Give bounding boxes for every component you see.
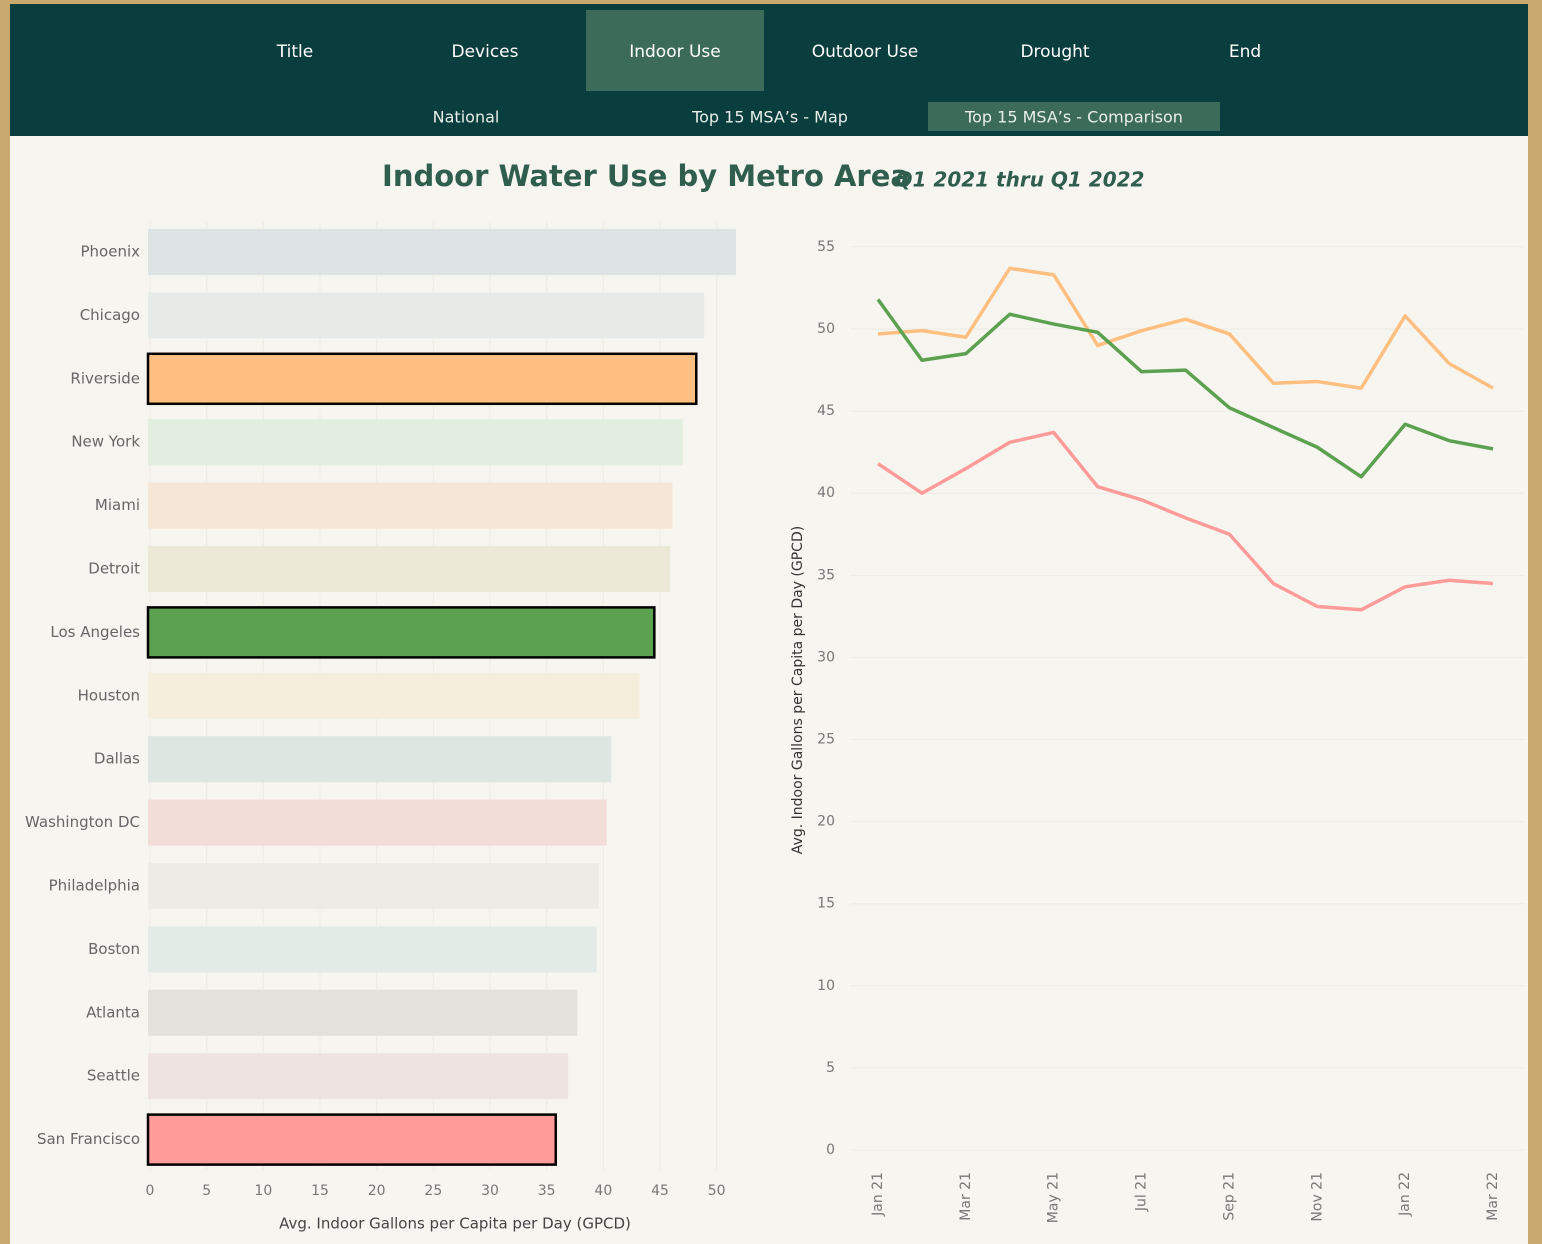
nav-subtab[interactable]: Top 15 MSA’s - Map (691, 108, 848, 127)
y-tick-label: 5 (826, 1060, 835, 1076)
y-tick-label: 40 (817, 485, 835, 501)
bar (148, 863, 599, 909)
y-tick-label: 50 (817, 321, 835, 337)
category-label: Riverside (70, 369, 140, 387)
bar (148, 482, 673, 529)
x-tick-label: Mar 21 (958, 1172, 974, 1221)
bar (148, 292, 705, 339)
title: Indoor Water Use by Metro Area (382, 159, 910, 193)
nav-subtab[interactable]: Top 15 MSA’s - Comparison (964, 108, 1183, 127)
bar (146, 606, 656, 659)
x-tick-label: 45 (651, 1183, 669, 1199)
y-tick-label: 25 (817, 732, 835, 748)
nav-tab[interactable]: Devices (452, 42, 519, 62)
nav-bar (10, 4, 1528, 136)
y-tick-label: 55 (817, 239, 835, 255)
bar (148, 672, 640, 719)
nav-tab[interactable]: Indoor Use (629, 42, 721, 62)
subtitle: Q1 2021 thru Q1 2022 (896, 168, 1145, 192)
x-tick-label: Jan 21 (870, 1172, 886, 1217)
bar (146, 352, 698, 406)
x-tick-label: 0 (146, 1183, 155, 1199)
y-tick-label: 35 (817, 567, 835, 583)
x-tick-label: 50 (708, 1183, 726, 1199)
x-tick-label: Sep 21 (1221, 1172, 1237, 1221)
x-tick-label: Jul 21 (1134, 1172, 1150, 1212)
category-label: Dallas (94, 750, 140, 768)
y-tick-label: 20 (817, 814, 835, 830)
bar (148, 989, 578, 1036)
bar (148, 926, 597, 973)
x-tick-label: 25 (424, 1183, 442, 1199)
y-tick-label: 10 (817, 978, 835, 994)
category-label: Seattle (87, 1067, 140, 1085)
bar (148, 799, 607, 846)
nav-tab[interactable]: Drought (1020, 42, 1089, 62)
category-label: New York (71, 433, 140, 451)
category-label: Chicago (80, 306, 140, 324)
x-tick-label: May 21 (1046, 1172, 1062, 1223)
bar (148, 229, 736, 275)
bar (148, 546, 671, 592)
y-tick-label: 45 (817, 403, 835, 419)
bar (146, 1113, 557, 1166)
category-label: Boston (88, 940, 140, 958)
category-label: Washington DC (25, 813, 140, 831)
y-tick-label: 30 (817, 649, 835, 665)
category-label: Detroit (88, 560, 140, 578)
x-tick-label: Mar 22 (1485, 1172, 1501, 1221)
series-line (877, 266, 1494, 390)
x-tick-label: 40 (594, 1183, 612, 1199)
bar (148, 419, 683, 466)
x-tick-label: 30 (481, 1183, 499, 1199)
x-tick-label: 5 (202, 1183, 211, 1199)
nav-tab[interactable]: End (1229, 42, 1261, 62)
x-tick-label: 10 (254, 1183, 272, 1199)
category-label: San Francisco (37, 1130, 140, 1148)
x-axis-title: Avg. Indoor Gallons per Capita per Day (… (279, 1215, 631, 1233)
y-axis-title: Avg. Indoor Gallons per Capita per Day (… (790, 526, 806, 854)
bar (148, 1053, 569, 1100)
category-label: Miami (95, 496, 140, 514)
category-label: Phoenix (80, 243, 140, 261)
category-label: Los Angeles (50, 623, 140, 641)
category-label: Houston (78, 686, 140, 704)
category-label: Philadelphia (49, 877, 140, 895)
active-subtab-bg (928, 102, 1220, 131)
x-tick-label: 15 (311, 1183, 329, 1199)
y-tick-label: 0 (826, 1142, 835, 1158)
x-tick-label: 35 (538, 1183, 556, 1199)
category-label: Atlanta (86, 1003, 140, 1021)
active-tab-bg (586, 10, 764, 91)
x-tick-label: Jan 22 (1397, 1172, 1413, 1217)
series-line (877, 430, 1494, 612)
bar (148, 736, 612, 783)
x-tick-label: Nov 21 (1309, 1172, 1325, 1222)
series-line (876, 298, 1494, 479)
nav-tab[interactable]: Title (276, 42, 313, 62)
nav-subtab[interactable]: National (433, 108, 500, 127)
y-tick-label: 15 (817, 896, 835, 912)
nav-tab[interactable]: Outdoor Use (812, 42, 919, 62)
x-tick-label: 20 (368, 1183, 386, 1199)
